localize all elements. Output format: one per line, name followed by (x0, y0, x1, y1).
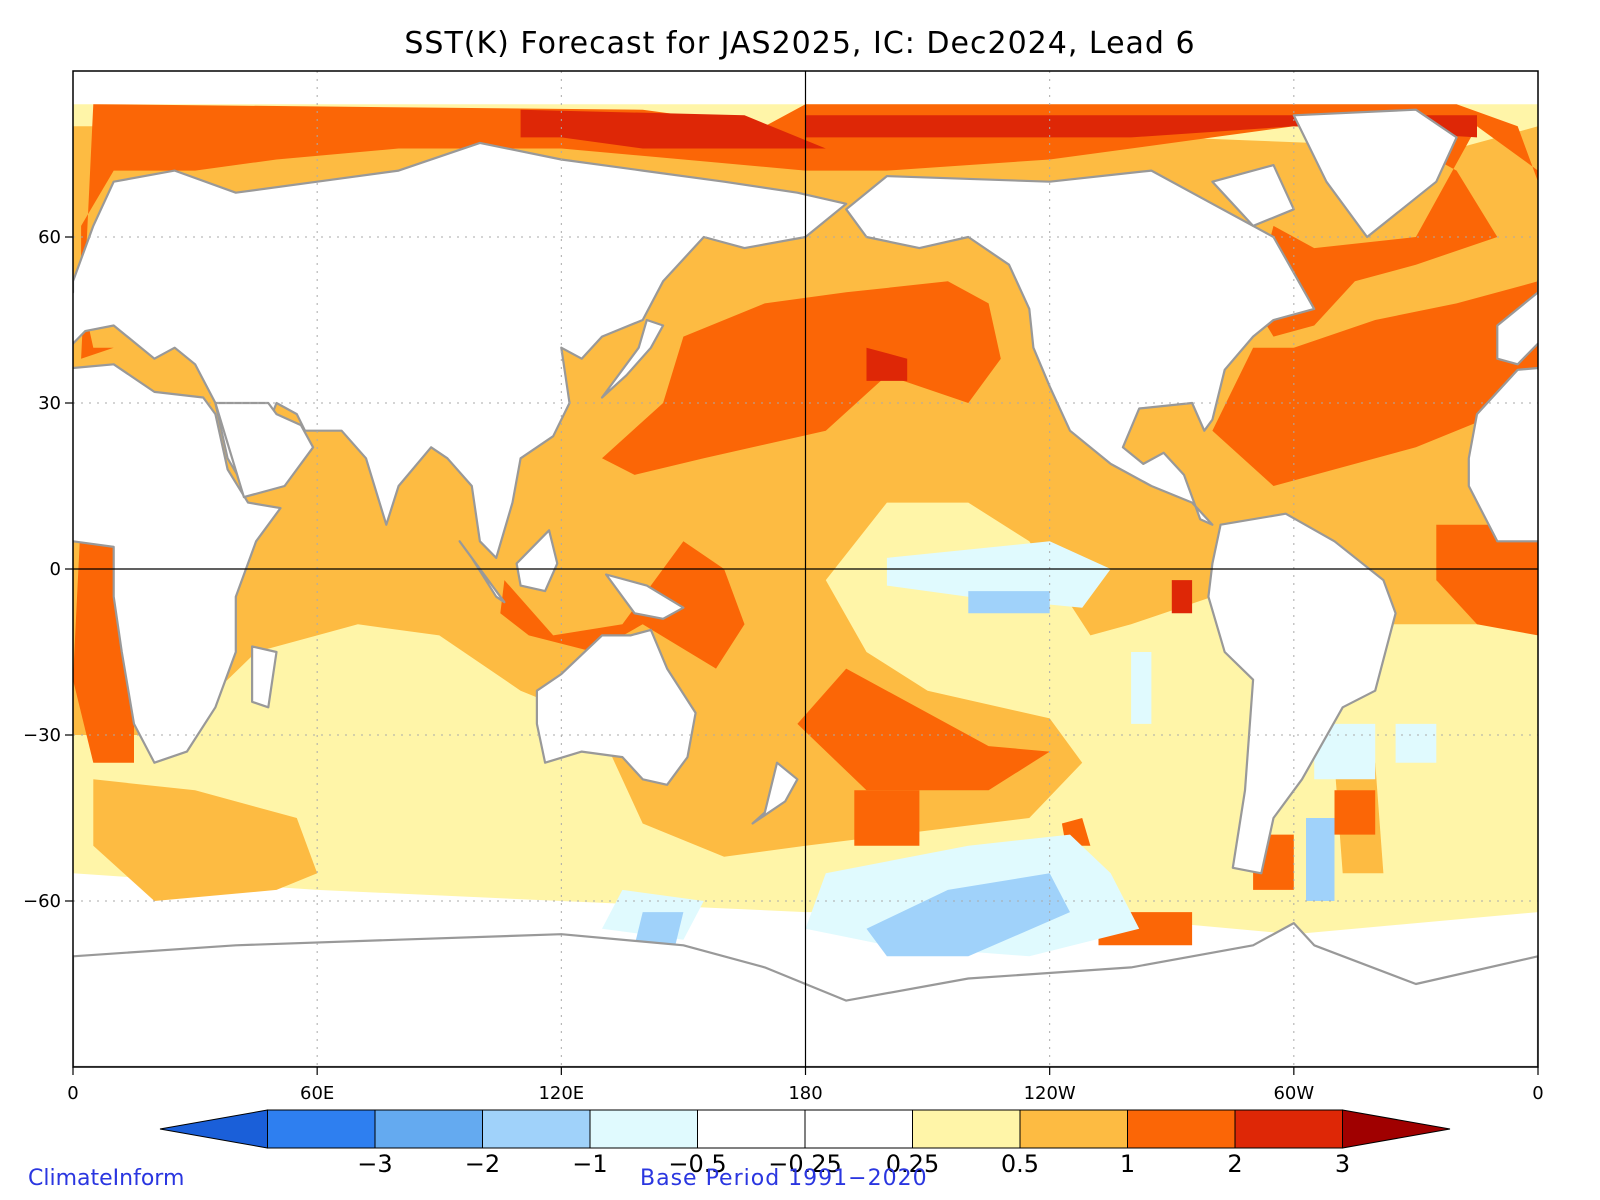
anomaly-region-3-3 (1171, 580, 1193, 614)
colorbar-label: −1 (572, 1150, 607, 1178)
colorbar-swatch (1127, 1109, 1236, 1149)
anomaly-region-2-5 (797, 668, 1050, 791)
land-new-guinea (604, 573, 685, 620)
x-tick-label: 0 (67, 1083, 78, 1104)
land-south-america (1207, 512, 1397, 875)
land-new-zealand (751, 761, 799, 825)
anomaly-region-4-0 (886, 541, 1111, 608)
colorbar-label: −0.5 (668, 1150, 726, 1178)
colorbar-swatch (912, 1109, 1021, 1149)
anomaly-region-3-0 (520, 109, 826, 149)
land-japan (600, 318, 665, 399)
anomaly-region-2-2 (1436, 524, 1538, 636)
anomaly-region-5-1 (866, 873, 1070, 957)
land-borneo (515, 529, 559, 593)
land-greenland (1292, 108, 1458, 239)
grid-layer (73, 71, 1538, 1067)
anomaly-region-2-8 (1334, 790, 1376, 835)
colorbar-arrow-low (159, 1109, 268, 1149)
anomaly-region-2-4 (500, 541, 745, 669)
anomaly-region-2-0 (81, 104, 1538, 486)
anomaly-region-3-2 (866, 347, 908, 381)
land-north-america (845, 169, 1316, 526)
land-sumatra (458, 540, 506, 604)
colorbar-label: −2 (465, 1150, 500, 1178)
x-tick-label: 180 (788, 1083, 822, 1104)
x-tick-label: 60W (1273, 1083, 1314, 1104)
colorbar-label: 3 (1335, 1150, 1350, 1178)
y-tick-label: 0 (50, 559, 61, 580)
land-australia (535, 628, 697, 786)
anomaly-region-5-3 (1306, 818, 1335, 901)
colorbar-label: 1 (1120, 1150, 1135, 1178)
y-tick-label: −60 (23, 891, 61, 912)
x-tick-label: 120W (1024, 1083, 1076, 1104)
x-tick-label: 0 (1532, 1083, 1543, 1104)
colorbar: −3 −2 −1 −0.5 −0.25 0.25 0.5 1 2 3 (159, 1109, 1451, 1178)
colorbar-swatch (804, 1109, 913, 1149)
land-madagascar (251, 645, 278, 709)
anomaly-region-2-6 (854, 790, 920, 846)
y-tick-label: 30 (38, 393, 61, 414)
anomaly-region-4-1 (1131, 652, 1152, 724)
colorbar-label: −0.25 (768, 1150, 842, 1178)
anomaly-region-2-3 (602, 281, 1001, 475)
colorbar-swatch (267, 1109, 376, 1149)
colorbar-swatch (374, 1109, 483, 1149)
anomaly-region-4-5 (1314, 723, 1376, 780)
axis-layer: 0 60E 120E 180 120W 60W 0 60 30 0 −30 −60 (23, 227, 1544, 1104)
colorbar-swatch (697, 1109, 806, 1149)
credit-climateinform: ClimateInform (28, 1166, 185, 1191)
colorbar-label: 2 (1227, 1150, 1242, 1178)
land-arabia (214, 401, 315, 499)
land-eurasia-wrap (1496, 278, 1538, 366)
x-tick-label: 60E (300, 1083, 334, 1104)
land-africa-wrap (1467, 366, 1538, 543)
x-tick-label: 120E (538, 1083, 584, 1104)
colorbar-label: 0.5 (1001, 1150, 1039, 1178)
anomaly-region-5-2 (634, 912, 684, 946)
credit-base-period: Base Period 1991−2020 (640, 1166, 928, 1191)
anomaly-region-1-1 (93, 779, 318, 901)
anomaly-region-5-0 (968, 591, 1050, 614)
map-title: SST(K) Forecast for JAS2025, IC: Dec2024… (404, 26, 1196, 61)
colorbar-label: 0.25 (886, 1150, 939, 1178)
colorbar-arrow-high (1342, 1109, 1451, 1149)
colorbar-swatch (1019, 1109, 1128, 1149)
y-tick-label: 60 (38, 227, 61, 248)
anomaly-region-4-4 (1395, 723, 1437, 763)
colorbar-label: −3 (357, 1150, 392, 1178)
colorbar-swatch (1234, 1109, 1343, 1149)
colorbar-swatch (482, 1109, 591, 1149)
colorbar-swatch (589, 1109, 698, 1149)
land-eurasia (73, 141, 848, 560)
land-baffin (1211, 164, 1295, 227)
y-tick-label: −30 (23, 725, 61, 746)
